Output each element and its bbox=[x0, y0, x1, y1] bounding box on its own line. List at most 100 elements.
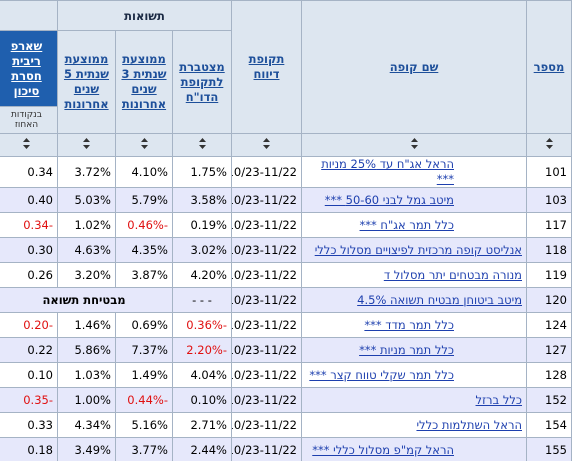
header-cell[interactable]: שם קופה bbox=[301, 0, 527, 134]
value-cell: -0.36% bbox=[172, 312, 232, 338]
value-cell: 0.10% bbox=[172, 387, 232, 413]
fund-name-cell: מנורה מבטחים יתר מסלול ד bbox=[301, 262, 527, 288]
fund-name-cell: כלל ברזל bbox=[301, 387, 527, 413]
fund-link[interactable]: מנורה מבטחים יתר מסלול ד bbox=[383, 267, 522, 282]
data-row: 154 הראל השתלמות כללי 10/23-11/22 2.71% 5.16… bbox=[0, 412, 572, 438]
fund-id: 117 bbox=[526, 212, 572, 238]
guaranteed-note: מבטיחת תשואה bbox=[0, 287, 174, 313]
sort-icon[interactable] bbox=[140, 138, 148, 149]
header-link[interactable]: שארפ ריבית חסרת סיכון bbox=[10, 38, 43, 98]
header-cell[interactable]: מספר bbox=[526, 0, 572, 134]
sort-cell[interactable] bbox=[172, 133, 232, 157]
value-cell: 0.40 bbox=[0, 187, 58, 213]
value-cell: 4.34% bbox=[56, 412, 117, 438]
fund-link[interactable]: אנליסט קופה מרכזית לפיצויים מסלול כללי bbox=[314, 242, 522, 257]
value-cell: -0.34 bbox=[0, 212, 58, 238]
header-cell[interactable]: תקופת דיווח bbox=[231, 0, 302, 134]
fund-link[interactable]: כלל תמר אג"ח *** bbox=[359, 217, 454, 232]
value-cell: 5.03% bbox=[56, 187, 117, 213]
data-row: 155 הראל קמ"פ מסלול כללי *** 10/23-11/22 2.… bbox=[0, 437, 572, 461]
fund-id: 155 bbox=[526, 437, 572, 461]
header-link[interactable]: מצטברת לתקופת הדו"ח bbox=[179, 59, 225, 104]
value-cell: - - - bbox=[172, 287, 232, 313]
report-period: 10/23-11/22 bbox=[231, 337, 302, 363]
data-row: 101 הראל אג"ח עד 25% מניות *** 10/23-11/22… bbox=[0, 156, 572, 188]
sort-icon[interactable] bbox=[263, 138, 270, 149]
fund-link[interactable]: כלל תמר שקלי טווח קצר *** bbox=[309, 367, 454, 382]
data-row: 119 מנורה מבטחים יתר מסלול ד 10/23-11/22 4.… bbox=[0, 262, 572, 288]
report-period: 10/23-11/22 bbox=[231, 387, 302, 413]
fund-id: 128 bbox=[526, 362, 572, 388]
value-cell: 0.22 bbox=[0, 337, 58, 363]
sort-icon[interactable] bbox=[82, 138, 90, 149]
fund-id: 124 bbox=[526, 312, 572, 338]
report-period: 10/23-11/22 bbox=[231, 187, 302, 213]
value-cell: 1.46% bbox=[56, 312, 117, 338]
value-cell: 4.20% bbox=[172, 262, 232, 288]
fund-link[interactable]: מיטב ביטוחן מבטיח תשואה 4.5% bbox=[357, 292, 522, 307]
value-cell: 0.18 bbox=[0, 437, 58, 461]
fund-id: 120 bbox=[526, 287, 572, 313]
sort-cell[interactable] bbox=[0, 133, 58, 157]
fund-name-cell: כלל תמר שקלי טווח קצר *** bbox=[301, 362, 527, 388]
value-cell: 0.33 bbox=[0, 412, 58, 438]
fund-link[interactable]: הראל אג"ח עד 25% מניות *** bbox=[321, 157, 454, 187]
header-cell[interactable]: מצטברת לתקופת הדו"ח bbox=[172, 30, 232, 134]
fund-id: 118 bbox=[526, 237, 572, 263]
table-body: 101 הראל אג"ח עד 25% מניות *** 10/23-11/22… bbox=[0, 156, 572, 461]
sort-cell[interactable] bbox=[56, 133, 117, 157]
group-header: תשואות bbox=[56, 0, 233, 31]
header-link[interactable]: ממוצעת שנתית 3 שנים אחרונות bbox=[121, 52, 167, 111]
header-cell[interactable]: ממוצעת שנתית 5 שנים אחרונות bbox=[56, 30, 117, 134]
value-cell: -0.20 bbox=[0, 312, 58, 338]
fund-link[interactable]: כלל תמר מניות *** bbox=[359, 342, 454, 357]
sort-cell[interactable] bbox=[231, 133, 302, 157]
sort-cell[interactable] bbox=[526, 133, 572, 157]
value-cell: 1.02% bbox=[56, 212, 117, 238]
value-cell: 1.75% bbox=[172, 156, 232, 188]
value-cell: 3.72% bbox=[56, 156, 117, 188]
header-link[interactable]: מספר bbox=[533, 59, 565, 74]
sort-icon[interactable] bbox=[410, 138, 418, 149]
fund-id: 152 bbox=[526, 387, 572, 413]
fund-link[interactable]: הראל השתלמות כללי bbox=[416, 417, 522, 432]
fund-id: 101 bbox=[526, 156, 572, 188]
fund-link[interactable]: הראל קמ"פ מסלול כללי *** bbox=[312, 442, 454, 457]
header-cell[interactable]: שארפ ריבית חסרת סיכון bbox=[0, 30, 58, 107]
data-row: 118 אנליסט קופה מרכזית לפיצויים מסלול כלל… bbox=[0, 237, 572, 263]
sort-icon[interactable] bbox=[198, 138, 206, 149]
fund-id: 127 bbox=[526, 337, 572, 363]
value-cell: 0.26 bbox=[0, 262, 58, 288]
sort-row bbox=[0, 133, 572, 157]
value-cell: 0.10 bbox=[0, 362, 58, 388]
value-cell: 3.77% bbox=[115, 437, 173, 461]
report-period: 10/23-11/22 bbox=[231, 212, 302, 238]
fund-link[interactable]: כלל ברזל bbox=[475, 392, 522, 407]
header-cell bbox=[0, 0, 58, 31]
data-row: 127 כלל תמר מניות *** 10/23-11/22 -2.20% 7.3… bbox=[0, 337, 572, 363]
value-cell: 5.16% bbox=[115, 412, 173, 438]
unit-label: בנקודות האחוז bbox=[0, 106, 58, 134]
data-row: 128 כלל תמר שקלי טווח קצר *** 10/23-11/22 4… bbox=[0, 362, 572, 388]
report-period: 10/23-11/22 bbox=[231, 237, 302, 263]
sort-icon[interactable] bbox=[545, 138, 553, 149]
header-link[interactable]: תקופת דיווח bbox=[248, 52, 285, 81]
value-cell: -2.20% bbox=[172, 337, 232, 363]
header-link[interactable]: ממוצעת שנתית 5 שנים אחרונות bbox=[63, 52, 110, 111]
value-cell: 4.04% bbox=[172, 362, 232, 388]
data-row: 152 כלל ברזל 10/23-11/22 0.10% -0.44% 1.00% -0… bbox=[0, 387, 572, 413]
fund-link[interactable]: כלל תמר מדד *** bbox=[364, 317, 454, 332]
value-cell: -0.44% bbox=[115, 387, 173, 413]
fund-id: 154 bbox=[526, 412, 572, 438]
header-cell[interactable]: ממוצעת שנתית 3 שנים אחרונות bbox=[115, 30, 173, 134]
value-cell: 0.34 bbox=[0, 156, 58, 188]
fund-link[interactable]: מיטב גמל לבני 50-60 *** bbox=[324, 192, 454, 207]
sort-cell[interactable] bbox=[301, 133, 527, 157]
value-cell: 3.49% bbox=[56, 437, 117, 461]
value-cell: 2.71% bbox=[172, 412, 232, 438]
sort-cell[interactable] bbox=[115, 133, 173, 157]
header-link[interactable]: שם קופה bbox=[389, 59, 439, 74]
data-row: 124 כלל תמר מדד *** 10/23-11/22 -0.36% 0.69%… bbox=[0, 312, 572, 338]
sort-icon[interactable] bbox=[22, 138, 30, 149]
